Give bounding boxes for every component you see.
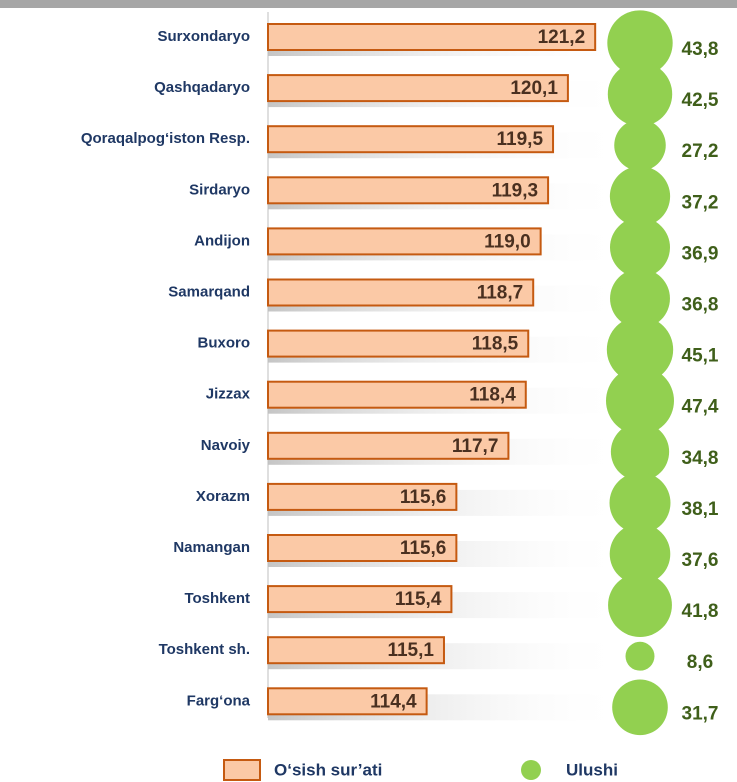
category-label: Xorazm: [196, 488, 250, 505]
legend-label: Ulushi: [566, 760, 618, 779]
bubble-value-label: 41,8: [682, 601, 719, 622]
bubble: [614, 119, 666, 171]
category-label: Surxondaryo: [157, 28, 250, 45]
bubble-value-label: 34,8: [682, 448, 719, 469]
bubble-value-label: 45,1: [682, 346, 719, 367]
bubble-value-label: 47,4: [682, 397, 719, 418]
bubble-value-label: 31,7: [682, 703, 719, 724]
category-label: Samarqand: [168, 283, 250, 300]
bubble-value-label: 27,2: [682, 141, 719, 162]
bar: [267, 431, 510, 460]
bar-value-label: 118,5: [472, 334, 519, 355]
bar-value-label: 121,2: [538, 27, 586, 48]
bubble-value-label: 8,6: [687, 652, 713, 673]
bubble: [607, 10, 673, 76]
bubble: [612, 679, 668, 736]
bar-value-label: 115,4: [395, 589, 442, 610]
category-label: Namangan: [173, 539, 250, 556]
bubble-value-label: 38,1: [682, 499, 719, 520]
bar-value-label: 114,4: [370, 691, 417, 712]
bubble: [625, 641, 655, 671]
legend-swatch: [223, 759, 261, 781]
bubble-value-label: 42,5: [682, 90, 719, 111]
bar: [267, 329, 530, 358]
bubble: [609, 523, 671, 585]
bubble: [607, 61, 673, 127]
bar: [267, 74, 569, 103]
category-label: Buxoro: [198, 335, 251, 352]
bubble: [610, 268, 670, 329]
bar: [267, 636, 445, 665]
bubble: [606, 316, 674, 383]
bar-value-label: 118,7: [477, 283, 524, 304]
category-label: Qoraqalpog‘iston Resp.: [81, 130, 250, 147]
bubble-value-label: 37,2: [682, 192, 719, 213]
bubble: [610, 217, 670, 278]
bar: [267, 176, 550, 205]
bubble: [609, 166, 671, 227]
bar-value-label: 115,6: [400, 487, 447, 508]
bar: [267, 687, 428, 716]
category-label: Navoiy: [201, 437, 251, 454]
bubble-value-label: 37,6: [682, 550, 719, 571]
bar-value-label: 117,7: [452, 436, 499, 457]
category-label: Andijon: [194, 232, 250, 249]
bar: [267, 585, 453, 614]
bar-value-label: 115,1: [387, 640, 434, 661]
bar: [267, 534, 458, 562]
bubble-value-label: 36,8: [682, 295, 719, 316]
category-label: Jizzax: [206, 386, 251, 403]
category-label: Sirdaryo: [189, 181, 250, 198]
bubble-value-label: 43,8: [682, 39, 719, 60]
top-strip: [0, 0, 737, 8]
bubble: [610, 422, 670, 481]
bar: [267, 380, 527, 409]
legend: O‘sish sur’ati Ulushi: [223, 759, 618, 781]
legend-label: O‘sish sur’ati: [274, 760, 382, 779]
category-label: Toshkent: [184, 590, 250, 607]
bar-value-label: 119,3: [492, 180, 539, 201]
bubble-value-label: 36,9: [682, 243, 719, 264]
legend-swatch: [521, 760, 541, 780]
bar-value-label: 119,0: [484, 231, 531, 252]
bar: [267, 227, 542, 256]
bar: [267, 125, 555, 154]
bar-value-label: 118,4: [469, 385, 516, 406]
bubble: [606, 366, 674, 435]
bubble: [608, 573, 672, 638]
bar: [267, 482, 458, 511]
bar-value-label: 119,5: [497, 129, 544, 150]
category-label: Qashqadaryo: [154, 79, 250, 96]
bubble: [609, 472, 671, 534]
category-label: Farg‘ona: [187, 692, 251, 709]
bar: [267, 278, 535, 307]
bar-value-label: 115,6: [400, 538, 447, 559]
bar-value-label: 120,1: [510, 78, 558, 99]
category-label: Toshkent sh.: [159, 641, 250, 658]
bar: [267, 23, 597, 51]
